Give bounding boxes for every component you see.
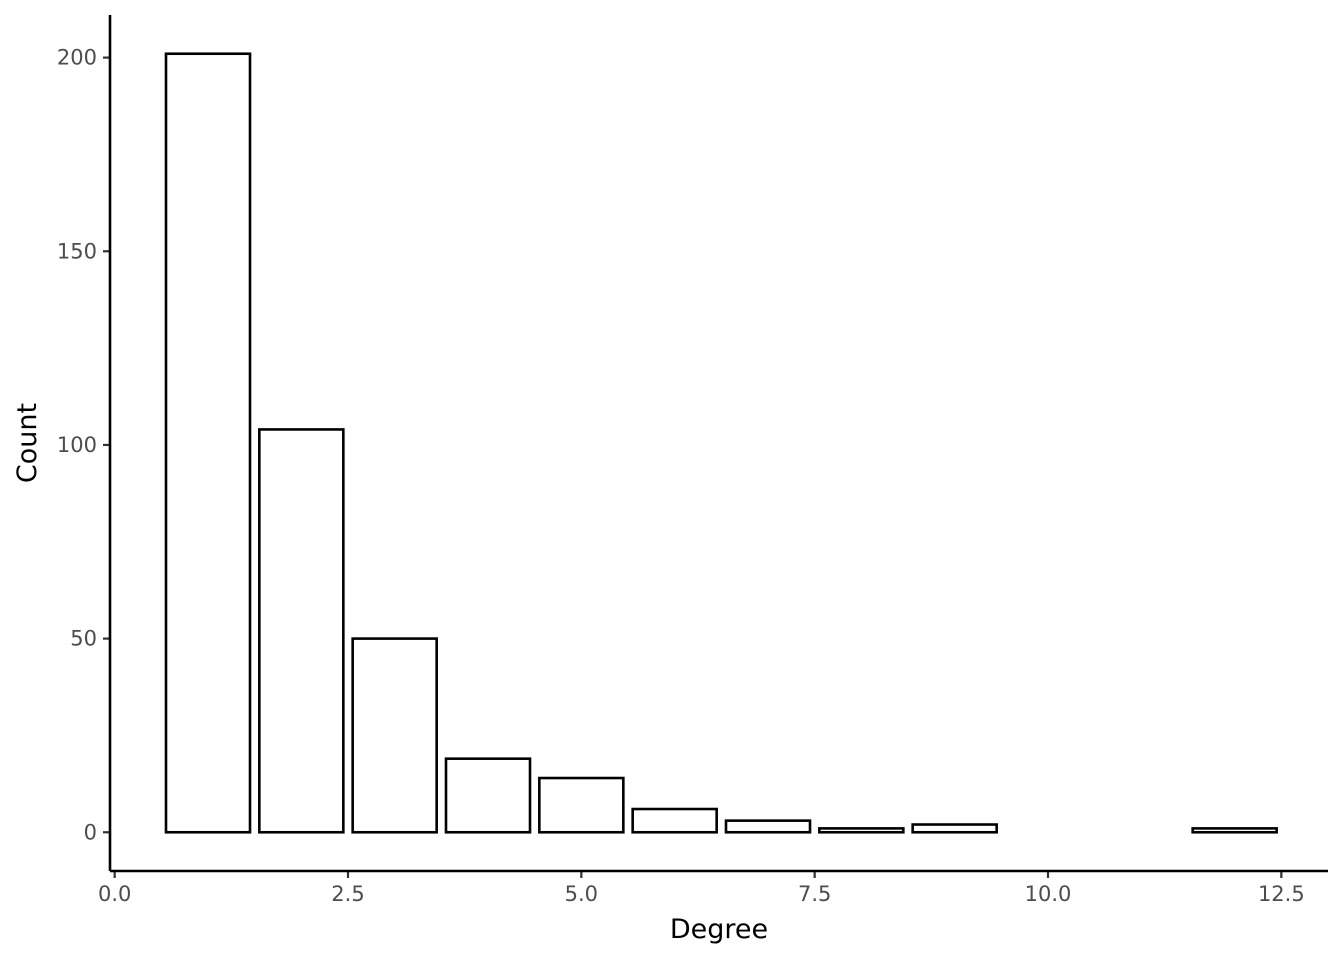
bar-degree-1: [164, 52, 252, 834]
y-axis-title: Count: [12, 403, 43, 483]
y-tick-label: 50: [70, 627, 97, 651]
bar-degree-2: [258, 428, 345, 834]
bar-degree-4: [444, 757, 532, 834]
x-tick-label: 2.5: [331, 882, 364, 906]
y-tick-label: 200: [57, 46, 97, 70]
y-axis-ticks: 0 50 100 150 200: [57, 46, 110, 844]
bars-group: [164, 52, 1278, 834]
bar-degree-7: [724, 819, 812, 834]
x-axis-title: Degree: [670, 914, 768, 945]
y-tick-label: 150: [57, 239, 97, 263]
bar-degree-8: [818, 827, 905, 834]
x-tick-label: 12.5: [1258, 882, 1305, 906]
x-tick-label: 0.0: [98, 882, 131, 906]
x-axis-ticks: 0.0 2.5 5.0 7.5 10.0 12.5: [98, 871, 1305, 906]
bar-degree-12: [1191, 827, 1278, 834]
x-tick-label: 5.0: [565, 882, 598, 906]
x-tick-label: 10.0: [1025, 882, 1072, 906]
bar-degree-5: [538, 776, 625, 834]
bar-degree-3: [351, 637, 438, 834]
y-tick-label: 0: [84, 820, 97, 844]
bar-degree-6: [631, 807, 718, 834]
y-tick-label: 100: [57, 433, 97, 457]
x-tick-label: 7.5: [798, 882, 831, 906]
bar-degree-9: [911, 823, 998, 834]
